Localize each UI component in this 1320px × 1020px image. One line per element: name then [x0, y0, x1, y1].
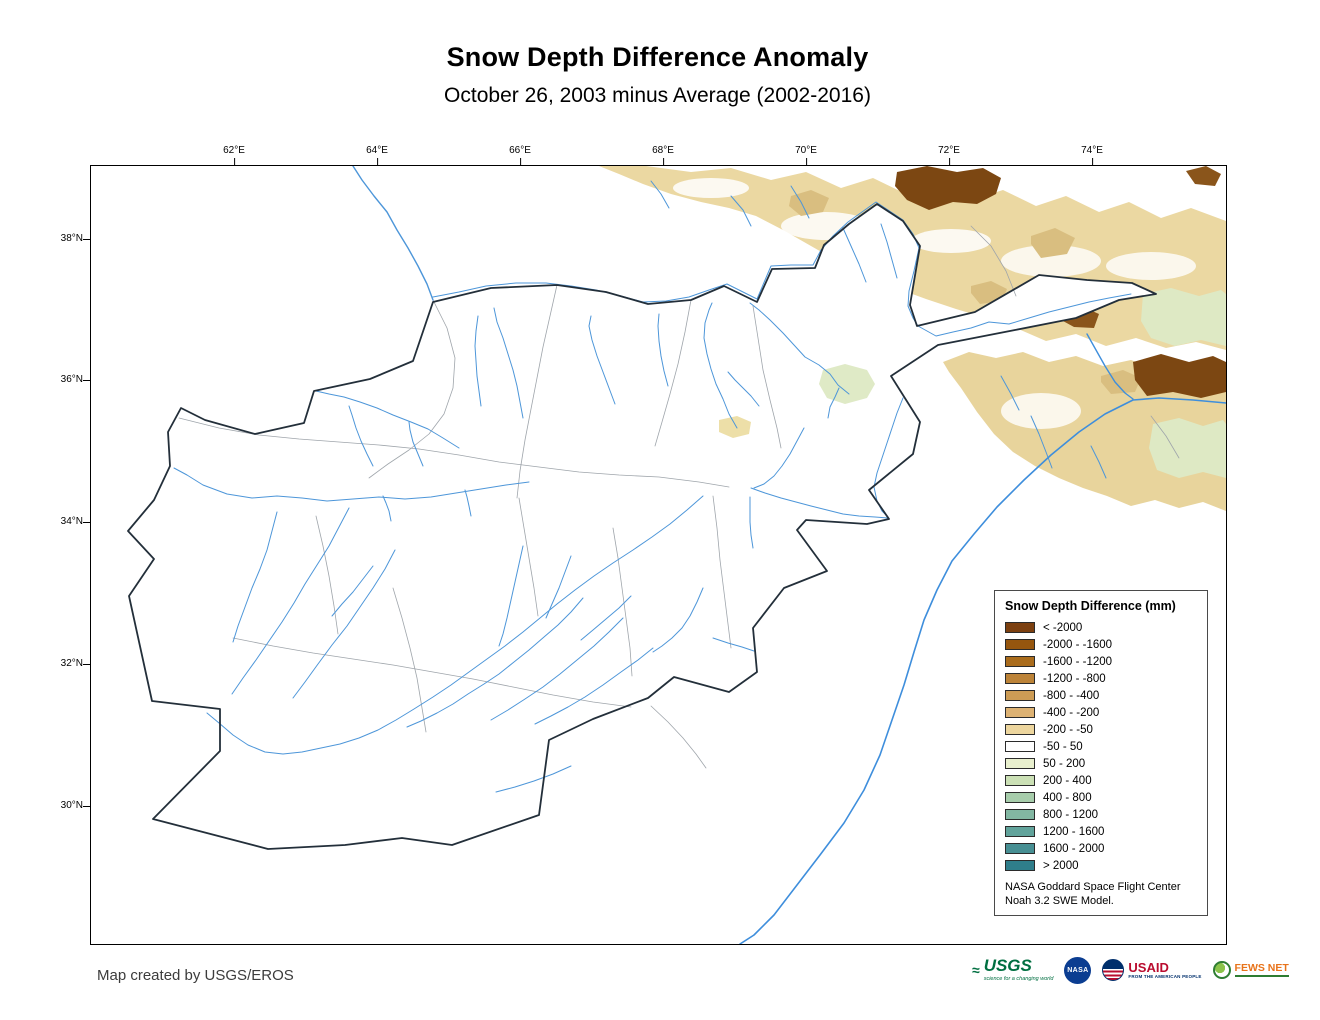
legend-swatch: [1005, 741, 1035, 752]
legend-swatch: [1005, 826, 1035, 837]
legend-label: -1600 - -1200: [1043, 655, 1113, 668]
legend-swatch: [1005, 690, 1035, 701]
legend-entry: -2000 - -1600: [1005, 636, 1198, 653]
page-title: Snow Depth Difference Anomaly: [446, 42, 869, 72]
lat-tick: 30°N: [43, 799, 90, 813]
logo-row: ≈ USGS science for a changing world NASA…: [972, 950, 1289, 990]
lon-tick: 66°E: [509, 145, 531, 165]
usaid-logo: USAID FROM THE AMERICAN PEOPLE: [1102, 959, 1201, 981]
fewsnet-logo: FEWS NET: [1212, 961, 1289, 979]
legend-entry: 400 - 800: [1005, 789, 1198, 806]
usgs-logo-text: USGS: [983, 956, 1032, 975]
gilgit-river: [1086, 333, 1134, 400]
indus-river: [739, 397, 1226, 944]
legend-label: 200 - 400: [1043, 774, 1092, 787]
usgs-tagline: science for a changing world: [983, 976, 1054, 982]
legend-swatch: [1005, 724, 1035, 735]
legend-swatch: [1005, 860, 1035, 871]
map-credit: Map created by USGS/EROS: [97, 967, 294, 984]
lon-tick: 74°E: [1081, 145, 1103, 165]
lat-tick: 38°N: [43, 232, 90, 246]
page-subtitle: October 26, 2003 minus Average (2002-201…: [444, 84, 871, 107]
usgs-logo: ≈ USGS science for a changing world: [972, 956, 1054, 982]
fewsnet-underline: [1234, 975, 1289, 977]
legend-note-line1: NASA Goddard Space Flight Center: [1005, 881, 1181, 893]
legend-entry: -400 - -200: [1005, 704, 1198, 721]
legend-label: 800 - 1200: [1043, 808, 1098, 821]
usaid-tagline: FROM THE AMERICAN PEOPLE: [1128, 973, 1202, 979]
legend-label: 50 - 200: [1043, 757, 1086, 770]
nasa-logo: NASA: [1064, 956, 1092, 984]
watershed-lines: [178, 225, 1180, 769]
legend-swatch: [1005, 622, 1035, 633]
legend-entry: -1200 - -800: [1005, 670, 1198, 687]
legend-note-line2: Noah 3.2 SWE Model.: [1005, 894, 1114, 907]
legend-label: -800 - -400: [1043, 689, 1100, 702]
country-fill: [128, 204, 1156, 849]
legend-swatch: [1005, 775, 1035, 786]
legend-swatch: [1005, 707, 1035, 718]
fewsnet-globe-icon: [1212, 961, 1231, 979]
legend-entry: -200 - -50: [1005, 721, 1198, 738]
legend-entry: 1600 - 2000: [1005, 840, 1198, 857]
legend-label: -1200 - -800: [1043, 672, 1106, 685]
legend-swatch: [1005, 843, 1035, 854]
legend-label: > 2000: [1043, 859, 1079, 872]
lat-tick: 36°N: [43, 373, 90, 387]
legend-entry: 200 - 400: [1005, 772, 1198, 789]
legend-label: -2000 - -1600: [1043, 638, 1113, 651]
legend-label: 400 - 800: [1043, 791, 1092, 804]
legend-entry: 1200 - 1600: [1005, 823, 1198, 840]
legend-swatch: [1005, 758, 1035, 769]
legend-swatch: [1005, 809, 1035, 820]
legend-swatch: [1005, 656, 1035, 667]
interior-anomaly-patches: [719, 364, 875, 438]
legend-entry: -50 - 50: [1005, 738, 1198, 755]
map-canvas: [127, 166, 1226, 944]
legend-swatch: [1005, 673, 1035, 684]
fewsnet-logo-text: FEWS NET: [1234, 962, 1289, 974]
legend-entry: -1600 - -1200: [1005, 653, 1198, 670]
legend-entry: < -2000: [1005, 619, 1198, 636]
legend: Snow Depth Difference (mm) < -2000 -2000…: [994, 590, 1208, 916]
legend-swatch: [1005, 792, 1035, 803]
legend-label: -400 - -200: [1043, 706, 1100, 719]
lon-tick: 72°E: [938, 145, 960, 165]
legend-label: -50 - 50: [1043, 740, 1083, 753]
lat-tick: 32°N: [43, 657, 90, 671]
legend-title: Snow Depth Difference (mm): [1005, 599, 1176, 613]
usaid-seal-icon: [1102, 959, 1125, 981]
legend-entry: -800 - -400: [1005, 687, 1198, 704]
usgs-wave-icon: ≈: [972, 962, 980, 978]
lon-tick: 62°E: [223, 145, 245, 165]
country-border: [127, 203, 1157, 850]
legend-swatch: [1005, 639, 1035, 650]
legend-note: NASA Goddard Space Flight Center Noah 3.…: [1005, 881, 1198, 908]
usaid-logo-text: USAID: [1128, 959, 1169, 975]
legend-label: 1600 - 2000: [1043, 842, 1105, 855]
map-frame: 62°E 64°E 66°E 68°E 70°E 72°E 74°E 38°N …: [61, 145, 1227, 945]
lon-tick: 70°E: [795, 145, 817, 165]
legend-entry: 800 - 1200: [1005, 806, 1198, 823]
lat-tick: 34°N: [43, 515, 90, 529]
lon-tick: 64°E: [366, 145, 388, 165]
nasa-meatball-icon: NASA: [1064, 956, 1092, 984]
legend-label: -200 - -50: [1043, 723, 1093, 736]
legend-label: 1200 - 1600: [1043, 825, 1105, 838]
lon-tick: 68°E: [652, 145, 674, 165]
river-lines: [173, 166, 1226, 944]
legend-entry: 50 - 200: [1005, 755, 1198, 772]
legend-entry: > 2000: [1005, 857, 1198, 874]
legend-label: < -2000: [1043, 621, 1083, 634]
